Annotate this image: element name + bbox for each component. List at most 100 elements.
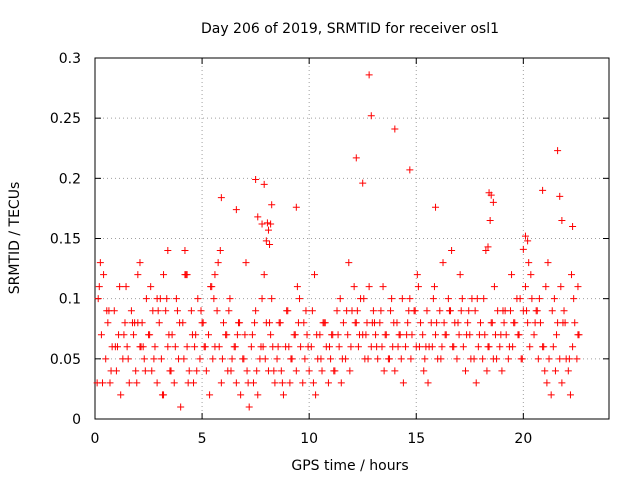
data-point [153,379,161,387]
data-point [405,307,413,315]
data-point [309,379,317,387]
data-point [236,319,244,327]
data-point [113,343,121,351]
data-point [406,295,414,303]
data-point [544,259,552,267]
data-point [353,307,361,315]
data-point [414,283,422,291]
data-point [556,192,564,200]
data-point [258,295,266,303]
data-point [260,180,268,188]
data-point [472,379,480,387]
data-point [432,331,440,339]
data-point [196,355,204,363]
data-point [569,222,577,230]
data-point [411,307,419,315]
data-point [142,295,150,303]
data-point [525,259,533,267]
data-point [526,343,534,351]
data-point [262,237,270,245]
data-point [490,283,498,291]
data-point [133,379,141,387]
data-point [486,216,494,224]
data-point [516,295,524,303]
y-tick-label: 0.2 [59,171,81,187]
data-point [333,307,341,315]
data-point [158,391,166,399]
data-point [286,379,294,387]
data-point [214,259,222,267]
data-point [237,391,245,399]
data-point [172,295,180,303]
data-point [350,283,358,291]
data-point [268,295,276,303]
data-point [483,367,491,375]
data-point [151,343,159,351]
data-point [233,331,241,339]
data-point [216,247,224,255]
data-point [377,307,385,315]
data-point [534,355,542,363]
data-point [244,379,252,387]
y-axis-label: SRMTID / TECUs [7,182,23,295]
data-point [352,154,360,162]
data-point [223,331,231,339]
data-point [430,283,438,291]
data-point [344,331,352,339]
data-point [326,343,334,351]
data-point [252,307,260,315]
data-point [574,331,582,339]
data-point [433,319,441,327]
data-point [551,367,559,375]
data-point [388,295,396,303]
data-point [300,319,308,327]
data-point [444,295,452,303]
data-point [471,307,479,315]
data-point [136,259,144,267]
data-point [531,319,539,327]
data-point [549,343,557,351]
data-point [547,391,555,399]
data-point [370,319,378,327]
data-point [387,307,395,315]
data-point [270,367,278,375]
data-point [201,343,209,351]
data-point [365,283,373,291]
data-point [266,319,274,327]
data-point [261,355,269,363]
data-point [484,243,492,251]
chart-title: Day 206 of 2019, SRMTID for receiver osl… [201,21,499,37]
data-point [141,367,149,375]
data-point [407,355,415,363]
data-point [438,343,446,351]
data-point [545,355,553,363]
data-point [183,271,191,279]
data-point [318,367,326,375]
data-point [406,166,414,174]
data-point [488,319,496,327]
data-point [292,203,300,211]
data-point [573,355,581,363]
data-point [197,307,205,315]
data-point [422,343,430,351]
data-point [188,331,196,339]
data-point [218,355,226,363]
data-point [148,367,156,375]
data-point [548,307,556,315]
data-point [209,355,217,363]
data-point [277,367,285,375]
data-point [474,343,482,351]
data-point [97,331,105,339]
data-point [379,283,387,291]
data-point [343,307,351,315]
x-tick-label: 0 [91,431,100,447]
data-point [232,379,240,387]
data-point [540,343,548,351]
data-point [299,379,307,387]
data-point [267,220,275,228]
data-point [285,343,293,351]
data-point [191,343,199,351]
data-point [132,367,140,375]
data-point [558,216,566,224]
data-point [96,259,104,267]
